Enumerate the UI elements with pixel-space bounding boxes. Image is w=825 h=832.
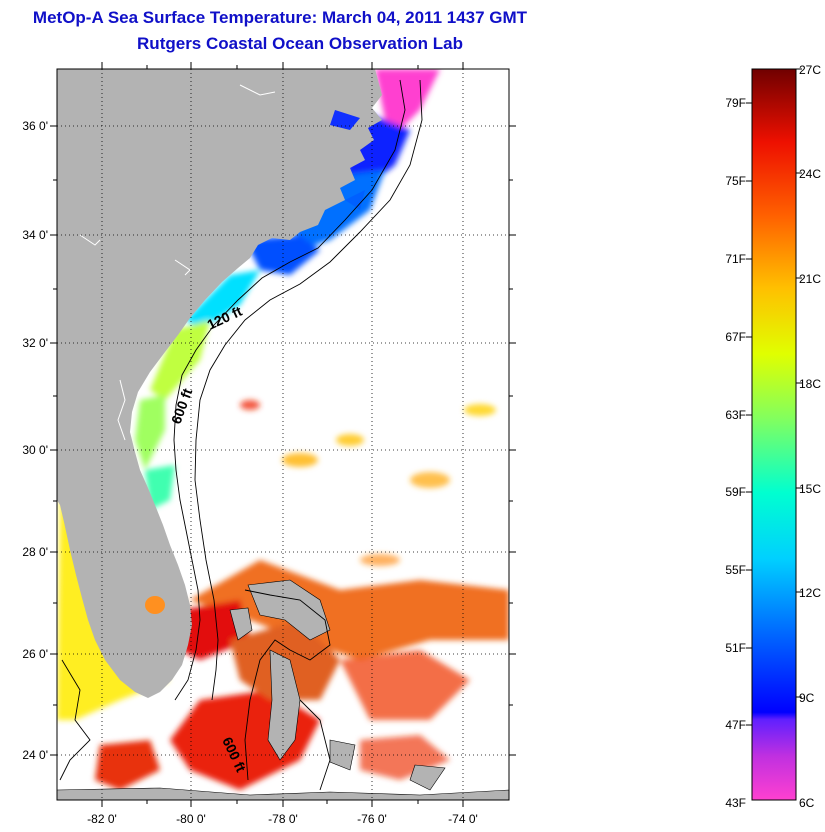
- lake-okeechobee: [145, 596, 165, 614]
- colorbar-c-27: 27C: [799, 63, 821, 77]
- colorbar-c-24: 24C: [799, 167, 821, 181]
- colorbar-f-55: 55F: [725, 563, 746, 577]
- colorbar-f-63: 63F: [725, 408, 746, 422]
- axis-ticks: [50, 62, 516, 807]
- lon-label-78: -78 0': [268, 812, 298, 826]
- lat-label-36: 36 0': [22, 119, 48, 133]
- colorbar-f-71: 71F: [725, 252, 746, 266]
- colorbar-c-21: 21C: [799, 272, 821, 286]
- colorbar-c-15: 15C: [799, 482, 821, 496]
- rivers: [79, 84, 276, 441]
- colorbar-c-12: 12C: [799, 586, 821, 600]
- colorbar-ticks: [746, 68, 802, 726]
- colorbar-c-6: 6C: [799, 796, 815, 810]
- lat-label-30: 30 0': [22, 443, 48, 457]
- temperature-colorbar: [751, 68, 797, 801]
- colorbar-f-75: 75F: [725, 174, 746, 188]
- lat-label-32: 32 0': [22, 336, 48, 350]
- pamlico-sound: [330, 110, 360, 130]
- map-subtitle: Rutgers Coastal Ocean Observation Lab: [137, 34, 463, 53]
- colorbar-f-79: 79F: [725, 96, 746, 110]
- colorbar-f-51: 51F: [725, 641, 746, 655]
- lon-label-82: -82 0': [87, 812, 117, 826]
- land-mainland: [57, 69, 382, 698]
- map-title: MetOp-A Sea Surface Temperature: March 0…: [32, 8, 528, 27]
- sound-inlet: [345, 190, 365, 210]
- lat-label-34: 34 0': [22, 228, 48, 242]
- colorbar-f-43: 43F: [725, 796, 746, 810]
- lat-label-26: 26 0': [22, 647, 48, 661]
- colorbar-f-67: 67F: [725, 330, 746, 344]
- lon-label-76: -76 0': [357, 812, 387, 826]
- lat-label-24: 24 0': [22, 748, 48, 762]
- colorbar-f-47: 47F: [725, 718, 746, 732]
- lon-label-80: -80 0': [176, 812, 206, 826]
- depth-contours: [59, 79, 423, 791]
- lat-label-28: 28 0': [22, 545, 48, 559]
- colorbar-f-59: 59F: [725, 485, 746, 499]
- colorbar-c-9: 9C: [799, 691, 815, 705]
- colorbar-c-18: 18C: [799, 377, 821, 391]
- lat-lon-grid: [57, 69, 509, 800]
- lon-label-74: -74 0': [448, 812, 478, 826]
